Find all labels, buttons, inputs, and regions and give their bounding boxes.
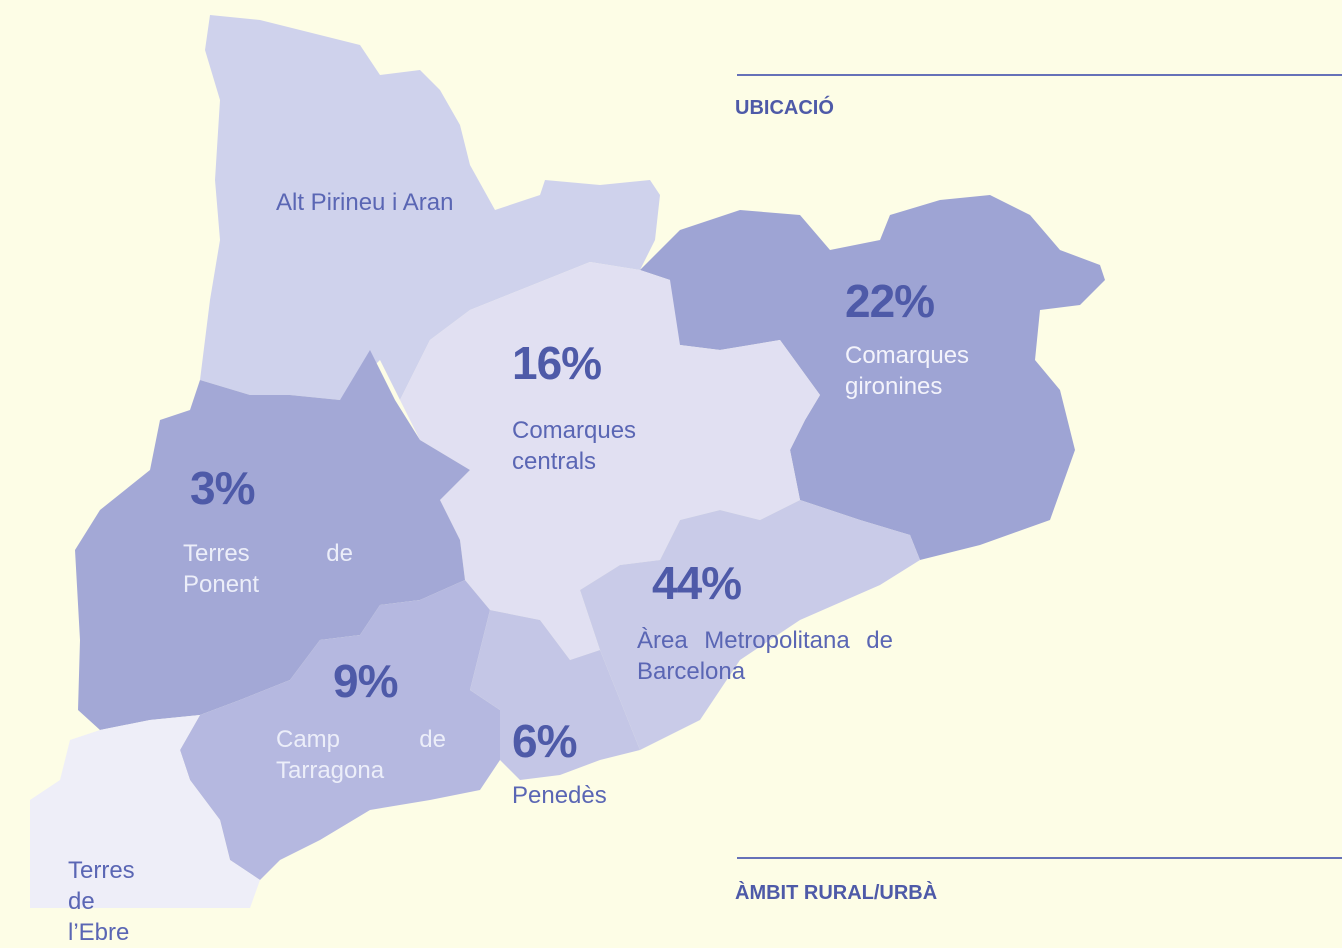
region-percent: 16% (512, 337, 602, 389)
region-percent: 6% (512, 715, 577, 767)
section-title: UBICACIÓ (735, 97, 834, 119)
page: UBICACIÓ ÀMBIT RURAL/URBÀ (() => { const… (30, 15, 1342, 946)
region-shape (75, 350, 470, 730)
region-percent: 3% (190, 462, 255, 514)
region-percent: 9% (333, 655, 398, 707)
region-shape (400, 262, 820, 660)
region-name: Terres de Ponent (183, 540, 353, 598)
divider (737, 74, 1342, 76)
region-percent: 22% (845, 275, 935, 327)
map (30, 15, 1105, 908)
region-name: Camp de Tarragona (276, 726, 446, 784)
region-shape (180, 580, 500, 880)
region-shape (640, 195, 1105, 560)
region-shape (470, 610, 640, 780)
section-title: ÀMBIT RURAL/URBÀ (735, 882, 938, 904)
region-name: Àrea Metropolitana de Barcelona (637, 627, 893, 685)
divider (737, 857, 1342, 859)
region-name: Alt Pirineu i Aran (276, 189, 454, 216)
region-shape (580, 500, 920, 750)
region-name: Comarques gironines (845, 342, 970, 400)
region-name: Comarques centrals (512, 417, 637, 475)
region-shape (30, 715, 260, 908)
region-percent: 44% (652, 557, 742, 609)
region-shape (200, 15, 660, 400)
region-name: Penedès (512, 782, 607, 809)
region-name: Terres de l’Ebre (68, 857, 135, 946)
